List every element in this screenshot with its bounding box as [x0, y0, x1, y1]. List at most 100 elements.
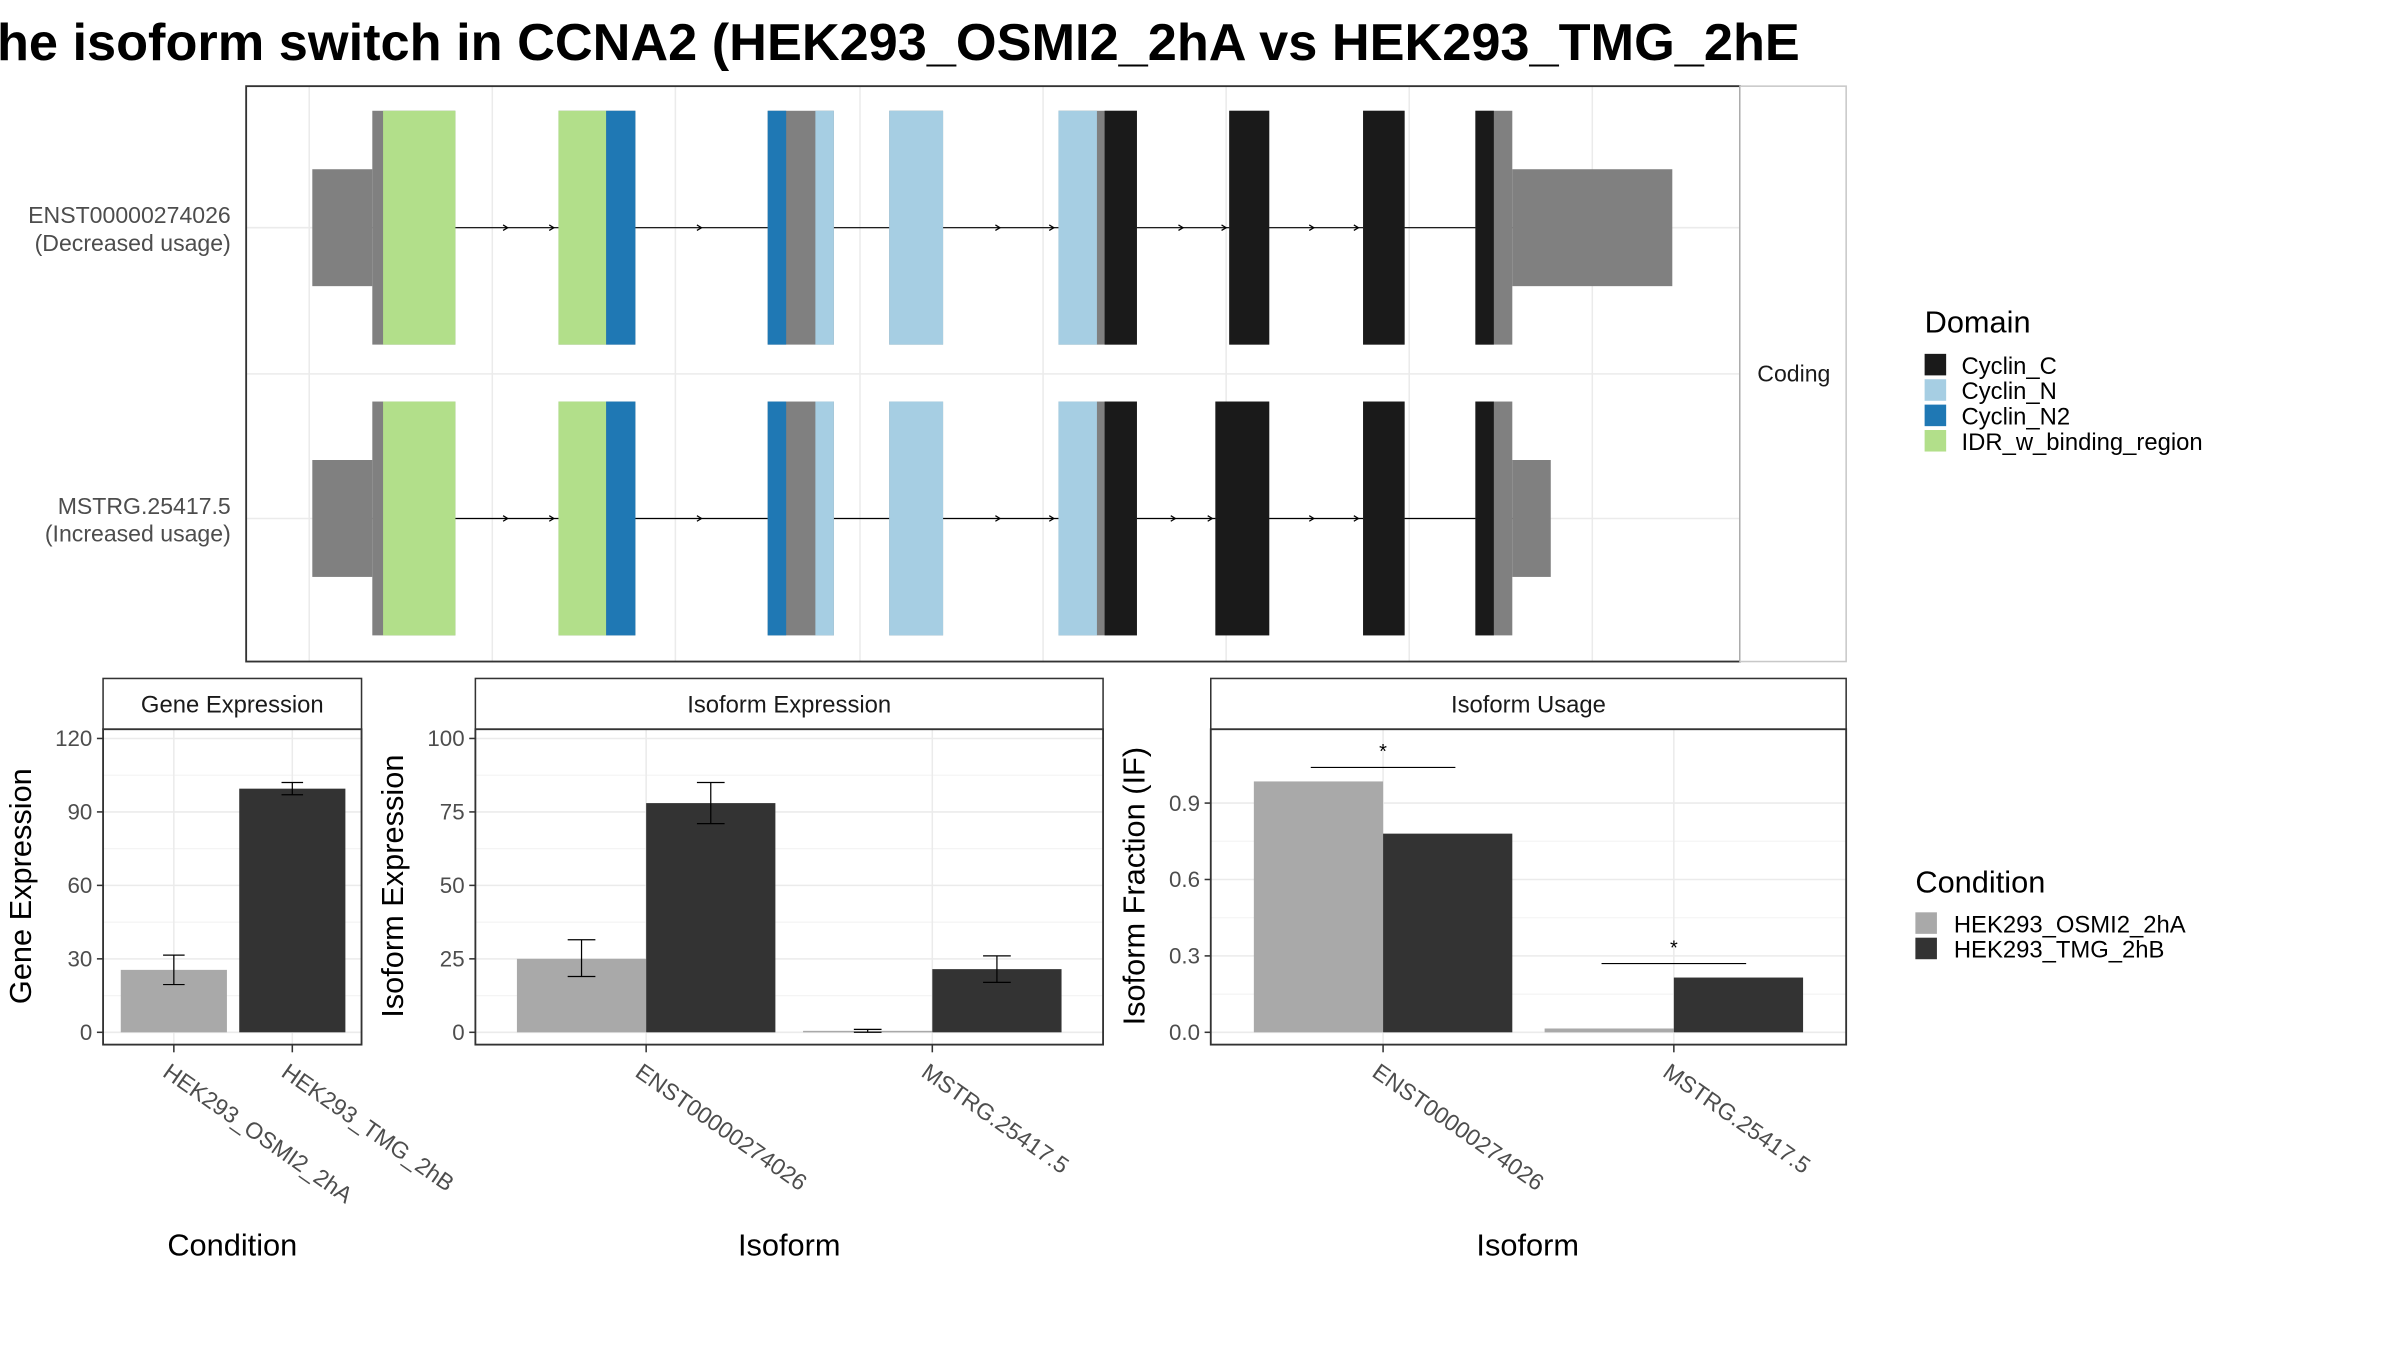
- intron-arrow: [548, 224, 556, 231]
- domain-idr-w-binding-region: [383, 401, 456, 636]
- error-bar: [281, 781, 304, 796]
- y-tick-label: 90: [67, 800, 92, 825]
- intron-arrow: [502, 515, 509, 522]
- legend-label: HEK293_OSMI2_2hA: [1954, 911, 2186, 938]
- y-tick-label: 60: [67, 873, 92, 898]
- legend-label: HEK293_TMG_2hB: [1954, 937, 2165, 964]
- intron-arrow: [1353, 224, 1360, 231]
- error-bar: [696, 781, 725, 825]
- intron-arrow: [696, 515, 703, 522]
- bar: [1673, 977, 1804, 1033]
- significance-star: *: [1670, 937, 1678, 959]
- legend-label: Cyclin_N: [1962, 378, 2057, 405]
- legend-label: Cyclin_N2: [1962, 404, 2071, 431]
- y-tick-label: 0: [452, 1020, 464, 1045]
- error-bar: [853, 1028, 882, 1033]
- transcript-usage-label: (Increased usage): [45, 521, 231, 547]
- intron-arrow: [1170, 515, 1177, 522]
- y-tick-label: 120: [55, 726, 92, 751]
- significance-star: *: [1379, 741, 1387, 763]
- domain-cyclin-c: [1229, 110, 1270, 345]
- transcript-enst00000274026: [312, 110, 1673, 345]
- intron-arrow: [1353, 515, 1360, 522]
- x-tick-label: HEK293_OSMI2_2hA: [159, 1058, 358, 1208]
- domain-cyclin-c: [1104, 401, 1137, 636]
- utr-block: [312, 460, 373, 577]
- domain-idr-w-binding-region: [558, 110, 607, 345]
- y-axis-title: Isoform Fraction (IF): [1117, 747, 1152, 1025]
- intron-arrow: [1178, 224, 1185, 231]
- error-bar: [983, 955, 1011, 983]
- gene-structure-panel: ENST00000274026(Decreased usage) MSTRG.25…: [28, 85, 1847, 663]
- domain-cyclin-n: [815, 401, 834, 636]
- legend-key-cyclin-n: [1924, 379, 1947, 401]
- y-tick-label: 100: [427, 726, 464, 751]
- panel-border: [102, 728, 363, 1046]
- expression-panels: Gene Expression 0 30 60 90 120 HEK293_OSMI2_2h…: [3, 677, 1848, 1262]
- domain-cyclin-n: [889, 401, 944, 636]
- x-tick-label: ENST00000274026: [631, 1058, 812, 1196]
- facet-strip: [1739, 85, 1847, 663]
- y-tick-label: 75: [440, 800, 465, 825]
- utr-block: [312, 169, 373, 287]
- x-tick-label: ENST00000274026: [1368, 1058, 1549, 1196]
- domain-cyclin-n: [1058, 401, 1097, 636]
- bar: [646, 803, 776, 1033]
- error-bar: [567, 939, 596, 978]
- domain-idr-w-binding-region: [558, 401, 607, 636]
- panel-title: Isoform Usage: [1451, 691, 1606, 718]
- legend-label: Cyclin_C: [1962, 353, 2057, 380]
- utr-block: [1512, 460, 1551, 577]
- condition-legend-title: Condition: [1915, 864, 2045, 899]
- bar: [1253, 781, 1384, 1033]
- bar: [1544, 1028, 1674, 1033]
- domain-legend-title: Domain: [1925, 304, 2031, 339]
- y-tick-label: 25: [440, 947, 465, 972]
- x-tick-label: MSTRG.25417.5: [1659, 1058, 1816, 1179]
- bar: [239, 788, 346, 1033]
- intron-arrow: [548, 515, 556, 522]
- panel-title: Gene Expression: [141, 691, 324, 718]
- domain-cyclin-c: [1363, 401, 1405, 636]
- error-bar: [163, 954, 185, 986]
- y-tick-label: 0.9: [1169, 791, 1200, 816]
- intron-arrow: [995, 224, 1002, 231]
- transcript-mstrg-25417-5: [312, 401, 1551, 636]
- transcript-label: MSTRG.25417.5: [58, 493, 231, 519]
- domain-cyclin-c: [1475, 401, 1494, 636]
- intron-arrow: [1308, 515, 1316, 522]
- figure-title: he isoform switch in CCNA2 (HEK293_OSMI2…: [0, 14, 1800, 72]
- facet-label: Coding: [1757, 361, 1830, 387]
- domain-cyclin-c: [1104, 110, 1137, 345]
- intron-arrow: [696, 224, 703, 231]
- domain-cyclin-n: [815, 110, 834, 345]
- legend-key-idr-w-binding-region: [1924, 430, 1947, 452]
- panel-strip: [102, 677, 363, 731]
- y-tick-label: 50: [440, 873, 465, 898]
- domain-cyclin-c: [1475, 110, 1494, 345]
- bar: [1383, 833, 1513, 1033]
- legend-key-condition: [1915, 912, 1937, 934]
- domain-cyclin-n: [889, 110, 944, 345]
- legend-label: IDR_w_binding_region: [1962, 429, 2203, 456]
- domain-cyclin-n2: [606, 110, 636, 345]
- y-tick-label: 0.0: [1169, 1020, 1200, 1045]
- x-tick-label: MSTRG.25417.5: [917, 1058, 1074, 1179]
- legend-key-cyclin-c: [1924, 353, 1947, 376]
- domain-cyclin-n2: [767, 110, 787, 345]
- panel-title: Isoform Expression: [687, 691, 891, 718]
- y-tick-label: 0: [80, 1020, 92, 1045]
- y-tick-label: 0.6: [1169, 867, 1200, 892]
- x-axis-title: Isoform: [738, 1227, 841, 1262]
- utr-block: [1512, 169, 1673, 287]
- panel-strip: [1210, 677, 1847, 731]
- y-axis-title: Gene Expression: [3, 768, 38, 1004]
- intron-arrow: [502, 224, 509, 231]
- domain-cyclin-n2: [767, 401, 787, 636]
- domain-cyclin-n2: [606, 401, 636, 636]
- intron-arrow: [1221, 224, 1228, 231]
- panel-strip: [474, 677, 1104, 731]
- x-axis-title: Condition: [167, 1227, 297, 1262]
- domain-cyclin-c: [1215, 401, 1270, 636]
